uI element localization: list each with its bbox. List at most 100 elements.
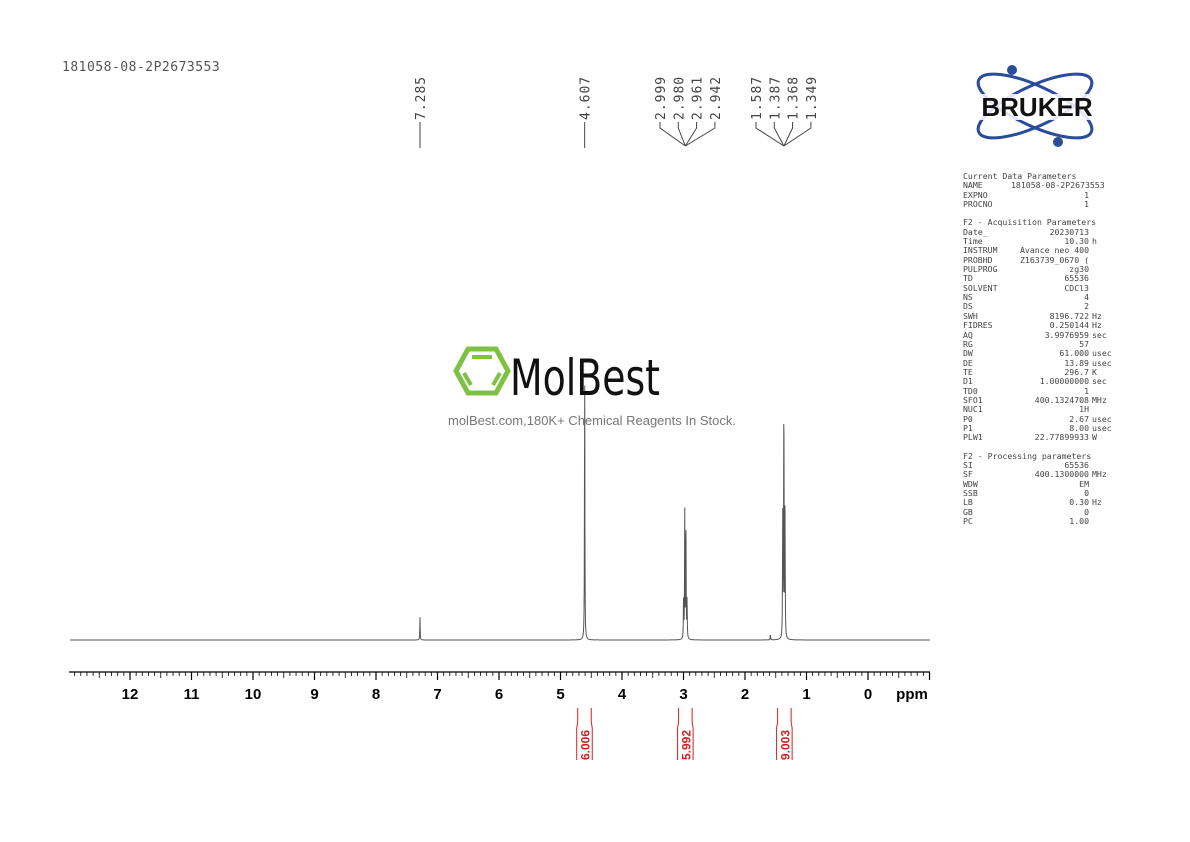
- param-value: 400.1300000: [1034, 469, 1089, 480]
- peak-marker: [755, 122, 785, 147]
- param-value: 1: [1084, 199, 1089, 210]
- param-row: WDW EM: [963, 478, 1123, 489]
- param-key: AQ: [963, 329, 973, 340]
- param-unit: [1089, 191, 1092, 200]
- param-unit: usec: [1092, 422, 1112, 433]
- param-value: 296.7: [1064, 366, 1089, 377]
- param-unit: [1089, 480, 1092, 489]
- param-unit: sec: [1092, 329, 1107, 340]
- param-value: Z163739_0670 (: [1019, 254, 1089, 265]
- integral-value: 5.992: [679, 730, 693, 760]
- param-key: PLW1: [963, 432, 983, 443]
- x-tick-label: 8: [372, 686, 380, 703]
- integral-bracket: [776, 708, 779, 760]
- peak-marker: [659, 122, 686, 147]
- param-row: D1 1.00000000 sec: [963, 376, 1123, 387]
- param-row: P0 2.67 usec: [963, 413, 1123, 424]
- param-row: DE 13.89 usec: [963, 357, 1123, 368]
- x-tick-label: 6: [495, 686, 503, 703]
- param-row: PROCNO 1: [963, 199, 1123, 210]
- param-value: 1.00000000: [1039, 376, 1089, 387]
- peak-marker: [684, 122, 698, 147]
- param-key: FIDRES: [963, 320, 993, 331]
- param-row: Date_ 20230713: [963, 226, 1123, 237]
- param-section-header: Current Data Parameters: [963, 171, 1077, 181]
- param-key: TD0: [963, 385, 978, 396]
- param-row: AQ 3.9976959 sec: [963, 329, 1123, 340]
- param-key: NS: [963, 292, 973, 303]
- integral-value: 9.003: [778, 730, 792, 760]
- peak-marker: [783, 122, 794, 147]
- x-tick-label: 12: [122, 686, 139, 703]
- param-unit: [1089, 284, 1092, 293]
- spectrum-title: 181058-08-2P2673553: [62, 60, 221, 75]
- peak-marker: [783, 122, 812, 147]
- param-key: PULPROG: [963, 264, 998, 275]
- param-row: SI 65536: [963, 459, 1123, 470]
- param-value: 0.250144: [1049, 320, 1089, 331]
- param-value: 57: [1079, 338, 1089, 349]
- param-unit: MHz: [1092, 394, 1107, 405]
- param-value: EM: [1079, 478, 1089, 489]
- watermark-tagline: molBest.com,180K+ Chemical Reagents In S…: [448, 413, 736, 428]
- param-key: PROCNO: [963, 199, 993, 210]
- param-value: 65536: [1064, 459, 1089, 470]
- param-row: Time 10.30 h: [963, 236, 1123, 246]
- param-unit: [1089, 508, 1092, 517]
- param-value: 1: [1084, 385, 1089, 396]
- x-tick-label: 9: [310, 686, 318, 703]
- param-value: CDCl3: [1064, 282, 1089, 293]
- param-value: 20230713: [1049, 226, 1089, 237]
- param-row: NUC1 1H: [963, 404, 1123, 415]
- spectrum-trace: [70, 385, 930, 641]
- param-key: LB: [963, 497, 973, 508]
- bruker-logo-text: BRUKER: [981, 92, 1092, 122]
- param-key: D1: [963, 376, 973, 387]
- param-key: SI: [963, 459, 973, 470]
- x-axis-label: ppm: [896, 686, 928, 703]
- param-value: 2: [1084, 301, 1089, 312]
- param-key: NUC1: [963, 404, 983, 415]
- param-key: RG: [963, 338, 973, 349]
- param-value: zg30: [1069, 264, 1089, 275]
- param-key: SSB: [963, 488, 978, 498]
- integral-bracket: [590, 708, 593, 760]
- param-row: DS 2: [963, 301, 1123, 312]
- param-row: P1 8.00 usec: [963, 422, 1123, 433]
- param-row: TD 65536: [963, 273, 1123, 284]
- param-value: 1.00: [1069, 516, 1089, 527]
- param-row: FIDRES 0.250144 Hz: [963, 320, 1123, 331]
- param-unit: [1089, 274, 1092, 283]
- param-key: DW: [963, 348, 973, 359]
- param-value: 22.77899933: [1034, 432, 1089, 443]
- param-key: DE: [963, 357, 973, 368]
- parameters-panel: Current Data Parameters NAME 181058-08-2P2…: [963, 171, 1123, 527]
- peak-label: 1.349: [805, 76, 820, 120]
- benzene-icon: [453, 346, 511, 396]
- param-key: PROBHD: [963, 254, 993, 265]
- param-row: LB 0.30 Hz: [963, 497, 1123, 508]
- param-row: SF 400.1300000 MHz: [963, 469, 1123, 480]
- param-key: GB: [963, 506, 973, 517]
- x-tick-label: 5: [556, 686, 564, 703]
- param-value: 1: [1084, 189, 1089, 200]
- param-key: P0: [963, 413, 973, 424]
- x-tick-label: 10: [245, 686, 262, 703]
- param-value: 65536: [1064, 273, 1089, 284]
- param-key: SOLVENT: [963, 282, 998, 293]
- param-row: TD0 1: [963, 385, 1123, 396]
- x-tick-label: 3: [679, 686, 687, 703]
- param-key: EXPNO: [963, 189, 988, 200]
- param-row: SWH 8196.722 Hz: [963, 311, 1123, 321]
- peak-label: 1.587: [750, 76, 765, 120]
- param-unit: Hz: [1092, 320, 1102, 331]
- peak-label: 2.961: [691, 76, 706, 120]
- param-row: NAME 181058-08-2P2673553: [963, 180, 1123, 190]
- param-row: PC 1.00: [963, 516, 1123, 527]
- param-key: PC: [963, 516, 973, 527]
- param-row: TE 296.7 K: [963, 366, 1123, 377]
- param-unit: usec: [1092, 357, 1112, 368]
- param-key: TD: [963, 273, 973, 284]
- molbest-brand: MolBest: [510, 349, 660, 403]
- param-unit: [1089, 200, 1092, 209]
